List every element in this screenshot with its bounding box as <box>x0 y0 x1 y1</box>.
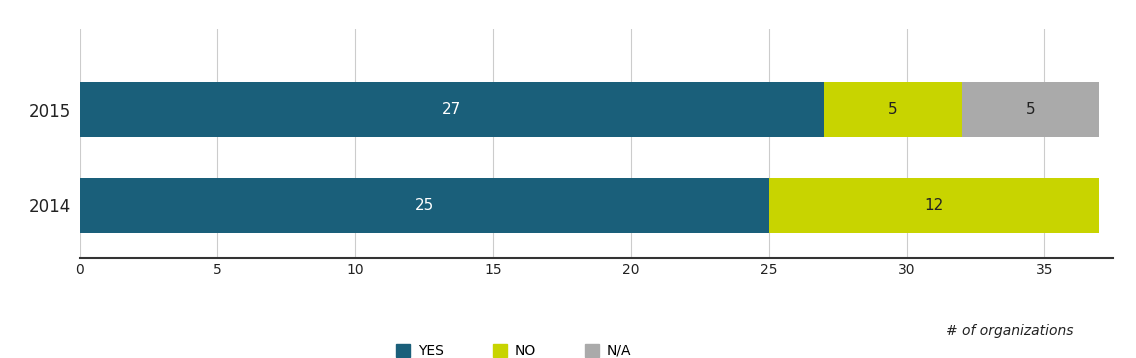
Legend: YES, NO, N/A: YES, NO, N/A <box>391 338 637 358</box>
Bar <box>80 178 769 233</box>
Bar <box>824 82 962 137</box>
Text: 27: 27 <box>442 102 461 117</box>
Text: 5: 5 <box>888 102 897 117</box>
Text: 25: 25 <box>415 198 434 213</box>
Bar <box>769 178 1100 233</box>
Bar <box>80 82 824 137</box>
Text: # of organizations: # of organizations <box>946 324 1074 338</box>
Bar <box>962 82 1100 137</box>
Text: 12: 12 <box>925 198 944 213</box>
Text: 5: 5 <box>1026 102 1035 117</box>
